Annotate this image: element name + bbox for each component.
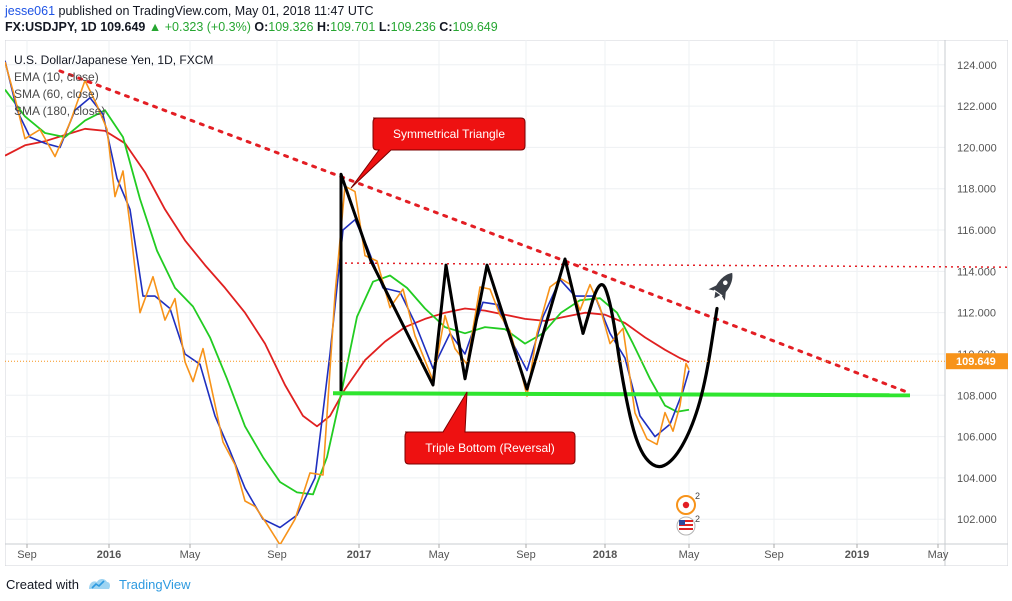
- change-arrow-icon: ▲: [148, 20, 162, 34]
- y-tick-label: 112.000: [957, 308, 996, 320]
- created-with-label: Created with: [6, 576, 79, 592]
- legend-sma180[interactable]: SMA (180, close): [14, 104, 106, 118]
- publisher-username[interactable]: jesse061: [5, 4, 56, 18]
- symmetrical-triangle-callout[interactable]: Symmetrical Triangle: [350, 117, 526, 189]
- close-label: C:: [439, 20, 453, 34]
- footer: Created with TradingView: [6, 573, 191, 595]
- triangle-zigzag[interactable]: [339, 172, 585, 392]
- resistance-line[interactable]: [344, 262, 1008, 268]
- last-price-marker: 109.649: [5, 353, 1008, 370]
- x-tick-label: May: [429, 549, 450, 561]
- legend-sma60[interactable]: SMA (60, close): [14, 87, 99, 101]
- series-ema10: [5, 60, 690, 529]
- x-tick-label: Sep: [516, 549, 536, 561]
- event-marker-icon[interactable]: 2: [676, 491, 700, 515]
- chart-area[interactable]: 124.000 122.000 120.000 118.000 116.000 114.0…: [5, 40, 1008, 566]
- y-tick-label: 114.000: [957, 266, 996, 278]
- symmetrical-triangle-label: Symmetrical Triangle: [393, 127, 505, 141]
- legend-title: U.S. Dollar/Japanese Yen, 1D, FXCM: [14, 53, 214, 67]
- y-tick-label: 120.000: [957, 142, 997, 154]
- tradingview-link[interactable]: TradingView: [118, 576, 191, 592]
- chart-legend: U.S. Dollar/Japanese Yen, 1D, FXCM EMA (…: [14, 52, 213, 120]
- y-tick-label: 124.000: [957, 60, 997, 72]
- x-tick-label: Sep: [17, 549, 37, 561]
- chart-header: jesse061 published on TradingView.com, M…: [5, 3, 498, 35]
- y-tick-label: 108.000: [957, 390, 997, 402]
- price-chart[interactable]: 124.000 122.000 120.000 118.000 116.000 114.0…: [5, 40, 1008, 566]
- x-tick-label: 2016: [97, 549, 121, 561]
- y-tick-label: 118.000: [957, 184, 996, 196]
- open-value: 109.326: [268, 20, 314, 34]
- x-tick-label: 2019: [845, 549, 869, 561]
- support-line[interactable]: [332, 391, 911, 398]
- us-flag-event-icon[interactable]: 2: [676, 514, 700, 536]
- event-count: 2: [695, 514, 700, 524]
- tradingview-logo-icon[interactable]: [87, 577, 111, 591]
- time-axis[interactable]: Sep 2016 May Sep 2017 May Sep 2018 May Sep 2019 May: [17, 544, 949, 561]
- symbol-label: FX:USDJPY, 1D: [5, 20, 97, 34]
- triple-bottom-label: Triple Bottom (Reversal): [425, 441, 555, 455]
- drawings-layer: [58, 69, 1008, 469]
- last-price-badge-label: 109.649: [956, 356, 996, 368]
- x-tick-label: Sep: [267, 549, 287, 561]
- x-tick-label: Sep: [764, 549, 784, 561]
- legend-ema10[interactable]: EMA (10, close): [14, 70, 99, 84]
- y-tick-label: 104.000: [957, 473, 997, 485]
- x-tick-label: 2017: [347, 549, 371, 561]
- publish-info: published on TradingView.com, May 01, 20…: [58, 4, 374, 18]
- y-tick-label: 122.000: [957, 101, 997, 113]
- y-tick-label: 102.000: [957, 514, 997, 526]
- x-tick-label: May: [180, 549, 201, 561]
- y-tick-label: 106.000: [957, 432, 997, 444]
- x-tick-label: 2018: [593, 549, 617, 561]
- triple-bottom-callout[interactable]: Triple Bottom (Reversal): [404, 391, 576, 465]
- y-tick-label: 116.000: [957, 225, 996, 237]
- x-tick-label: May: [679, 549, 700, 561]
- high-value: 109.701: [330, 20, 376, 34]
- event-count: 2: [695, 491, 700, 501]
- rocket-icon: [708, 272, 733, 301]
- high-label: H:: [316, 20, 331, 34]
- low-label: L:: [378, 20, 391, 34]
- low-value: 109.236: [390, 20, 436, 34]
- series-sma60: [5, 89, 690, 496]
- x-tick-label: May: [928, 549, 949, 561]
- last-price: 109.649: [100, 20, 146, 34]
- cup-projection[interactable]: [581, 283, 719, 469]
- price-change: +0.323 (+0.3%): [164, 20, 251, 34]
- close-value: 109.649: [452, 20, 498, 34]
- last-price-badge: [946, 353, 1008, 370]
- open-label: O:: [254, 20, 269, 34]
